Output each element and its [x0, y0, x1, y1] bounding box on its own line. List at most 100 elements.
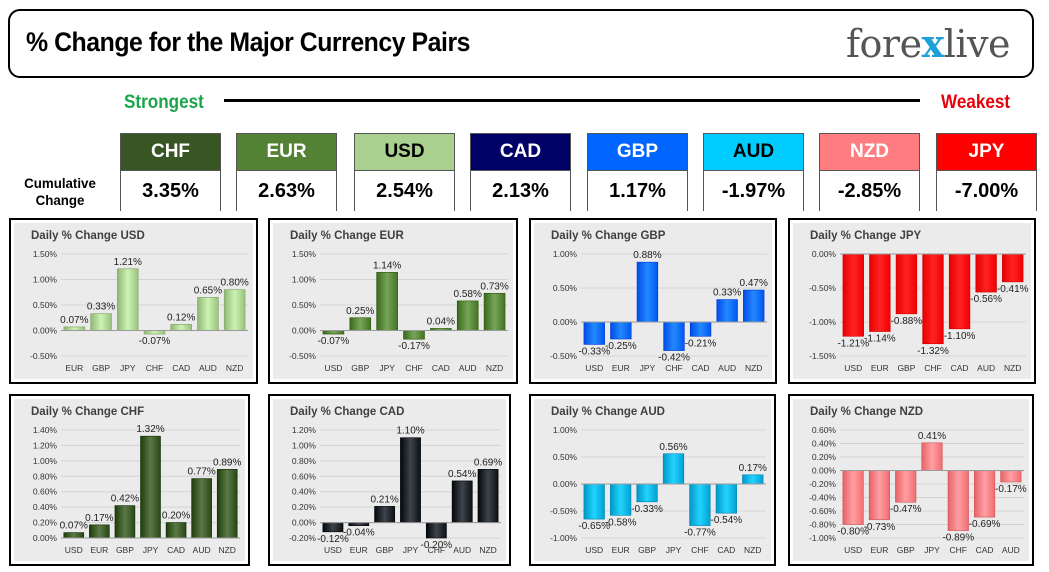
y-tick-label: 1.00%	[292, 440, 317, 450]
x-tick-label: GBP	[351, 363, 369, 373]
x-tick-label: AUD	[193, 545, 211, 555]
data-label: -0.07%	[139, 336, 171, 347]
x-tick-label: AUD	[199, 363, 217, 373]
data-label: -0.56%	[970, 294, 1002, 305]
data-label: -0.04%	[343, 528, 375, 539]
data-label: 0.07%	[60, 521, 88, 532]
data-label: -0.12%	[317, 534, 349, 545]
data-label: 0.42%	[111, 494, 139, 505]
currency-cumulative-value: -7.00%	[937, 171, 1036, 211]
strongest-label: Strongest	[124, 92, 204, 113]
currency-cumulative-value: 2.13%	[471, 171, 570, 211]
x-tick-label: GBP	[92, 363, 110, 373]
data-label: 0.77%	[187, 467, 215, 478]
chart-title: Daily % Change JPY	[810, 230, 922, 242]
y-tick-label: 1.00%	[292, 275, 317, 285]
bar	[90, 313, 112, 331]
bar	[743, 289, 765, 323]
y-tick-label: -0.20%	[809, 479, 836, 489]
bar	[610, 483, 632, 516]
y-tick-label: -1.50%	[809, 351, 836, 361]
x-tick-label: NZD	[479, 545, 496, 555]
currency-name: USD	[355, 134, 454, 171]
x-tick-label: EUR	[350, 545, 368, 555]
x-tick-label: JPY	[666, 545, 682, 555]
header-box: % Change for the Major Currency Pairs fo…	[8, 9, 1034, 78]
data-label: 0.25%	[346, 306, 374, 317]
y-tick-label: 1.40%	[33, 425, 58, 435]
x-tick-label: NZD	[218, 545, 235, 555]
x-tick-label: USD	[65, 545, 83, 555]
chart-panel-cad: Daily % Change CAD -0.20% 0.00% 0.20% 0.40% 0…	[268, 394, 511, 566]
forexlive-logo[interactable]: forexlive	[845, 21, 1011, 66]
data-label: 0.58%	[454, 289, 482, 300]
chart-title: Daily % Change USD	[31, 230, 145, 242]
data-label: -0.73%	[864, 522, 896, 533]
x-tick-label: USD	[585, 545, 603, 555]
bar	[715, 483, 737, 514]
x-tick-label: NZD	[745, 363, 762, 373]
y-tick-label: 0.00%	[812, 466, 837, 476]
x-tick-label: NZD	[226, 363, 243, 373]
y-tick-label: 0.60%	[812, 425, 837, 435]
x-tick-label: AUD	[1002, 545, 1020, 555]
bar	[610, 321, 632, 340]
bar	[947, 470, 969, 531]
bar	[349, 317, 372, 331]
x-tick-label: GBP	[638, 545, 656, 555]
currency-cumulative-value: 2.54%	[355, 171, 454, 211]
y-tick-label: 0.40%	[812, 439, 837, 449]
bar	[451, 480, 473, 523]
bar	[663, 321, 685, 351]
currency-box-nzd: NZD -2.85%	[819, 133, 920, 211]
bar	[716, 299, 738, 323]
chart-usd: Daily % Change USD -0.50% 0.00% 0.50% 1.00% 1…	[30, 230, 249, 373]
x-tick-label: AUD	[453, 545, 471, 555]
x-tick-label: USD	[324, 545, 342, 555]
currency-name: GBP	[588, 134, 687, 171]
x-tick-label: EUR	[870, 545, 888, 555]
x-tick-label: NZD	[1004, 363, 1021, 373]
bar	[842, 253, 864, 337]
bar	[117, 268, 139, 331]
bar	[689, 483, 711, 526]
x-tick-label: CHF	[428, 545, 445, 555]
data-label: -0.17%	[995, 484, 1027, 495]
chart-gbp: Daily % Change GBP -0.50% 0.00% 0.50% 1.00% -…	[550, 230, 768, 373]
x-tick-label: USD	[324, 363, 342, 373]
bar	[89, 524, 110, 539]
x-tick-label: CAD	[692, 363, 710, 373]
chart-aud: Daily % Change AUD -1.00% -0.50% 0.00% 0.50%…	[550, 406, 767, 555]
chart-panel-aud: Daily % Change AUD -1.00% -0.50% 0.00% 0.50%…	[529, 394, 776, 566]
data-label: -0.54%	[711, 515, 743, 526]
bar	[322, 330, 345, 335]
data-label: -0.33%	[578, 346, 610, 357]
x-tick-label: USD	[844, 545, 862, 555]
data-label: -0.17%	[398, 341, 430, 352]
bar	[170, 324, 192, 331]
y-tick-label: 0.00%	[33, 533, 58, 543]
y-tick-label: -0.50%	[809, 283, 836, 293]
bar	[216, 469, 238, 539]
bar	[842, 470, 864, 525]
chart-panel-gbp: Daily % Change GBP -0.50% 0.00% 0.50% 1.00% -…	[529, 218, 777, 384]
x-tick-label: USD	[844, 363, 862, 373]
data-label: -0.20%	[421, 540, 453, 551]
data-label: 1.21%	[114, 257, 142, 268]
bar	[868, 470, 890, 521]
chart-panel-jpy: Daily % Change JPY -1.50% -1.00% -0.50% 0.00…	[788, 218, 1036, 384]
data-label: 0.56%	[659, 442, 687, 453]
data-label: 0.17%	[739, 463, 767, 474]
currency-name: AUD	[704, 134, 803, 171]
y-tick-label: 0.50%	[553, 452, 578, 462]
bar	[636, 261, 659, 323]
data-label: 0.69%	[474, 457, 502, 468]
data-label: -0.41%	[997, 284, 1029, 295]
y-tick-label: 0.80%	[292, 456, 317, 466]
y-tick-label: -0.50%	[289, 351, 316, 361]
data-label: 0.33%	[713, 288, 741, 299]
data-label: -0.65%	[578, 521, 610, 532]
bar	[869, 253, 891, 332]
currency-box-gbp: GBP 1.17%	[587, 133, 688, 211]
x-tick-label: JPY	[640, 363, 656, 373]
